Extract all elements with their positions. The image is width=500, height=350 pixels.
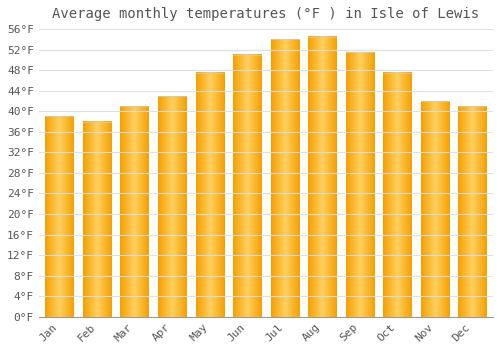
Title: Average monthly temperatures (°F ) in Isle of Lewis: Average monthly temperatures (°F ) in Is… [52, 7, 480, 21]
